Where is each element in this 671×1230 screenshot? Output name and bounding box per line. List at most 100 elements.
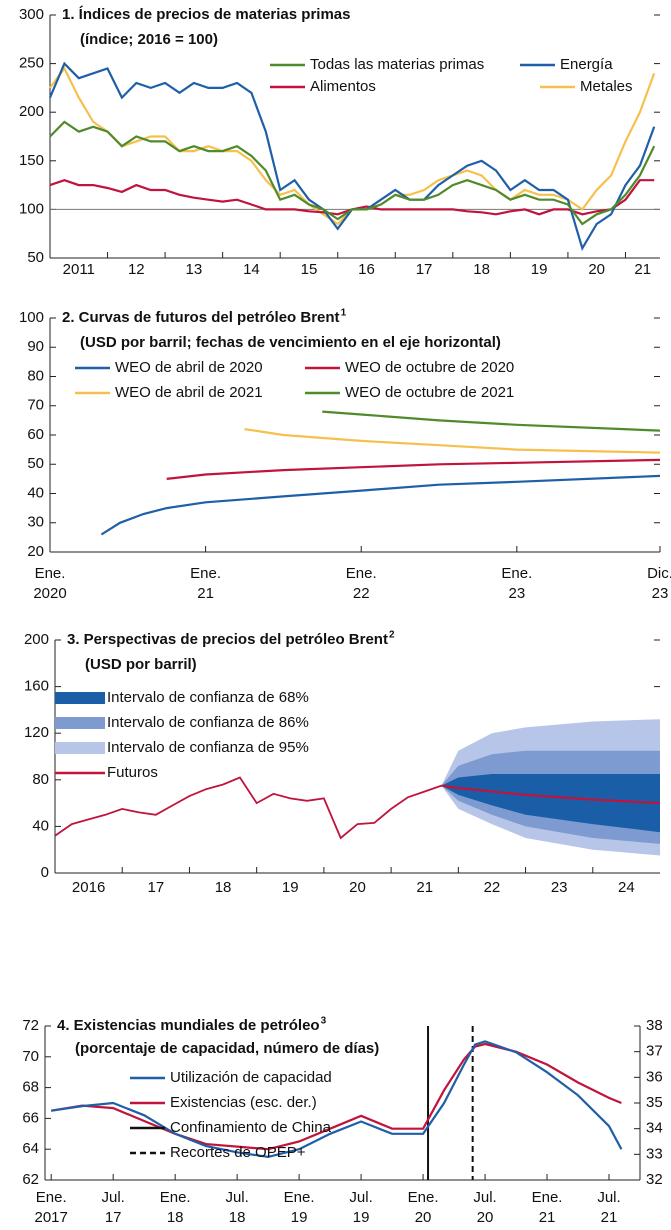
y-tick-label: 300: [19, 6, 44, 23]
series-line: [49, 120, 656, 226]
y-tick-label: 30: [27, 514, 44, 531]
y-tick-label: 100: [19, 309, 44, 326]
legend-label: Futuros: [107, 764, 158, 781]
chart-title: 2. Curvas de futuros del petróleo Brent: [62, 309, 340, 326]
x-tick-label: 24: [618, 879, 635, 896]
legend-label: Alimentos: [310, 78, 376, 95]
confidence-band: [441, 774, 660, 833]
x-tick-label: Ene. 18: [160, 1189, 191, 1226]
x-tick-label: 19: [282, 879, 299, 896]
x-tick-label: Dic. 23: [647, 565, 671, 602]
y-tick-label: 64: [22, 1140, 39, 1157]
y-tick-label: 68: [22, 1079, 39, 1096]
x-tick-label: 12: [128, 261, 145, 278]
chart-title: 4. Existencias mundiales de petróleo: [57, 1017, 320, 1034]
x-tick-label: Ene. 2020: [33, 565, 66, 602]
x-tick-label: 21: [634, 261, 651, 278]
y-tick-label: 70: [27, 397, 44, 414]
y-tick-label: 80: [27, 367, 44, 384]
x-tick-label: Jul. 19: [349, 1189, 372, 1226]
x-tick-label: 17: [147, 879, 164, 896]
series-line: [244, 428, 661, 454]
x-tick-label: 15: [301, 261, 318, 278]
y2-tick-label: 35: [646, 1094, 663, 1111]
chart-subtitle: (USD por barril): [85, 656, 197, 673]
x-tick-label: 21: [416, 879, 433, 896]
x-tick-label: 18: [215, 879, 232, 896]
x-tick-label: 23: [551, 879, 568, 896]
legend-label: Todas las materias primas: [310, 56, 484, 73]
x-tick-label: Ene. 20: [408, 1189, 439, 1226]
y-tick-label: 72: [22, 1017, 39, 1034]
y-tick-label: 70: [22, 1048, 39, 1065]
chart-title: 1. Índices de precios de materias primas: [62, 6, 350, 23]
x-tick-label: 13: [186, 261, 203, 278]
series-line: [51, 1040, 623, 1159]
y-tick-label: 80: [32, 771, 49, 788]
y-tick-label: 40: [32, 817, 49, 834]
x-tick-label: Ene. 21: [532, 1189, 563, 1226]
y-tick-label: 0: [41, 864, 49, 881]
legend-label: Confinamiento de China: [170, 1119, 332, 1136]
legend-label: Utilización de capacidad: [170, 1069, 332, 1086]
legend-label: WEO de octubre de 2020: [345, 359, 514, 376]
y-tick-label: 90: [27, 338, 44, 355]
legend-label: Recortes de OPEP+: [170, 1144, 306, 1161]
y-tick-label: 60: [27, 426, 44, 443]
x-tick-label: 20: [349, 879, 366, 896]
title-note: 1: [341, 308, 347, 319]
legend-label: Energía: [560, 56, 613, 73]
x-tick-label: 16: [358, 261, 375, 278]
title-note: 2: [389, 630, 395, 641]
y2-tick-label: 38: [646, 1017, 663, 1034]
x-tick-label: Ene. 21: [190, 565, 221, 602]
y2-tick-label: 33: [646, 1145, 663, 1162]
y-tick-label: 160: [24, 678, 49, 695]
x-tick-label: 22: [484, 879, 501, 896]
x-tick-label: Ene. 23: [501, 565, 532, 602]
x-tick-label: 19: [531, 261, 548, 278]
x-tick-label: Jul. 20: [473, 1189, 496, 1226]
y-tick-label: 66: [22, 1109, 39, 1126]
x-tick-label: 2011: [63, 261, 95, 278]
x-tick-label: 14: [243, 261, 260, 278]
history-line: [54, 776, 442, 840]
series-line: [322, 410, 661, 432]
y2-tick-label: 36: [646, 1068, 663, 1085]
x-tick-label: 2016: [72, 879, 105, 896]
x-tick-label: Jul. 18: [225, 1189, 248, 1226]
title-note: 3: [321, 1016, 327, 1027]
x-tick-label: Jul. 17: [102, 1189, 125, 1226]
legend-label: Existencias (esc. der.): [170, 1094, 317, 1111]
x-tick-label: Ene. 22: [346, 565, 377, 602]
x-tick-label: 18: [473, 261, 490, 278]
x-tick-label: 17: [416, 261, 433, 278]
x-tick-label: Ene. 19: [284, 1189, 315, 1226]
legend-label: Intervalo de confianza de 68%: [107, 689, 309, 706]
y-tick-label: 50: [27, 249, 44, 266]
y-tick-label: 20: [27, 543, 44, 560]
chart-subtitle: (índice; 2016 = 100): [80, 31, 218, 48]
x-tick-label: Ene. 2017: [35, 1189, 68, 1226]
legend-label: Intervalo de confianza de 95%: [107, 739, 309, 756]
y-tick-label: 150: [19, 152, 44, 169]
y-tick-label: 40: [27, 484, 44, 501]
y-tick-label: 250: [19, 55, 44, 72]
y-tick-label: 200: [19, 103, 44, 120]
legend-swatch: [55, 717, 105, 729]
legend-label: WEO de abril de 2020: [115, 359, 263, 376]
legend-label: Intervalo de confianza de 86%: [107, 714, 309, 731]
y-tick-label: 120: [24, 724, 49, 741]
y-tick-label: 200: [24, 631, 49, 648]
series-line: [166, 458, 661, 480]
chart-title: 3. Perspectivas de precios del petróleo …: [67, 631, 388, 648]
y-tick-label: 62: [22, 1171, 39, 1188]
legend-label: WEO de octubre de 2021: [345, 384, 514, 401]
x-tick-label: 20: [588, 261, 605, 278]
chart-subtitle: (USD por barril; fechas de vencimiento e…: [80, 334, 501, 351]
legend-swatch: [55, 742, 105, 754]
y-tick-label: 50: [27, 455, 44, 472]
legend-label: WEO de abril de 2021: [115, 384, 263, 401]
series-line: [441, 784, 661, 805]
